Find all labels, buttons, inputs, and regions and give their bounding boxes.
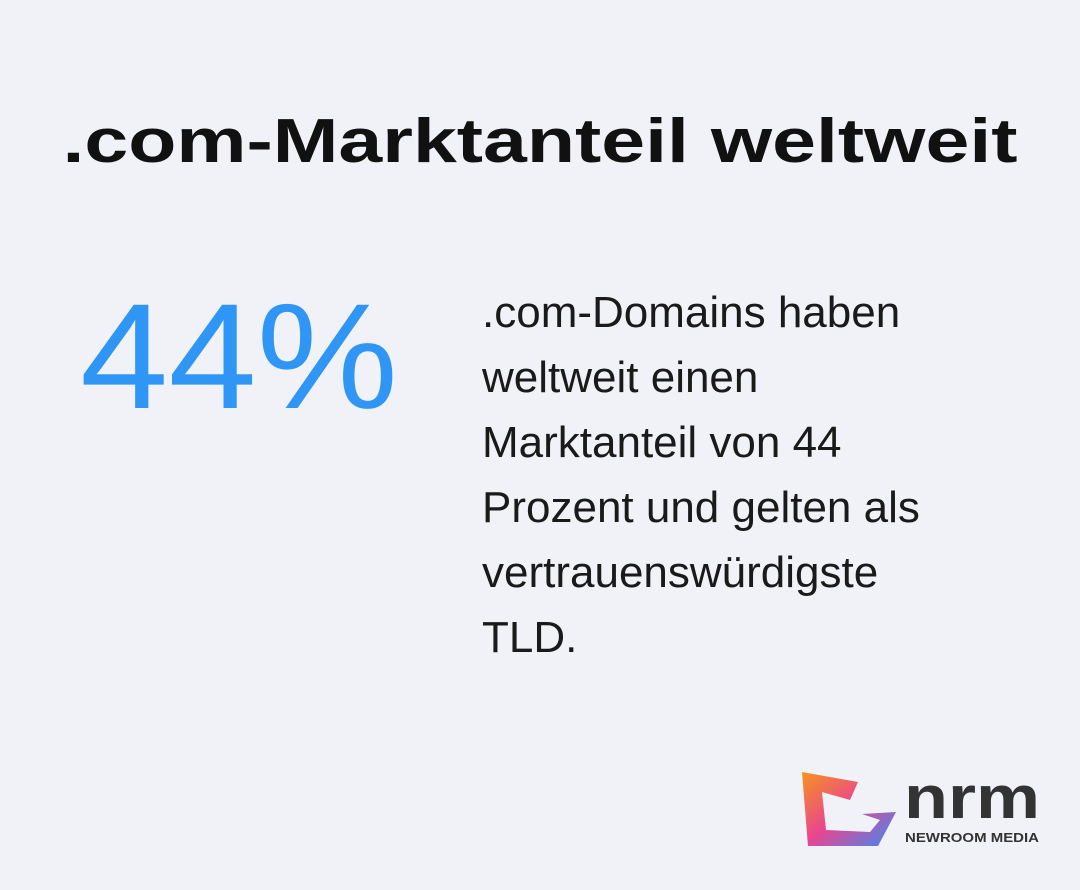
logo-mark: [802, 772, 896, 846]
stat: 44%: [80, 272, 398, 440]
description-line: weltweit einen: [481, 353, 758, 402]
logo-tagline: NEWROOM MEDIA: [905, 830, 1040, 845]
logo-wordmark: nrm: [904, 764, 1040, 831]
description-line: Marktanteil von 44: [482, 418, 842, 467]
description-line: Prozent und gelten als: [482, 483, 920, 532]
description-line: .com-Domains haben: [482, 288, 900, 337]
title: .com-Marktanteil weltweit: [63, 107, 1018, 176]
description-line: TLD.: [482, 613, 577, 662]
description-line: vertrauenswürdigste: [482, 548, 878, 597]
logo: nrm NEWROOM MEDIA: [802, 764, 1040, 846]
description: .com-Domains haben weltweit einen Marktant…: [481, 288, 920, 662]
